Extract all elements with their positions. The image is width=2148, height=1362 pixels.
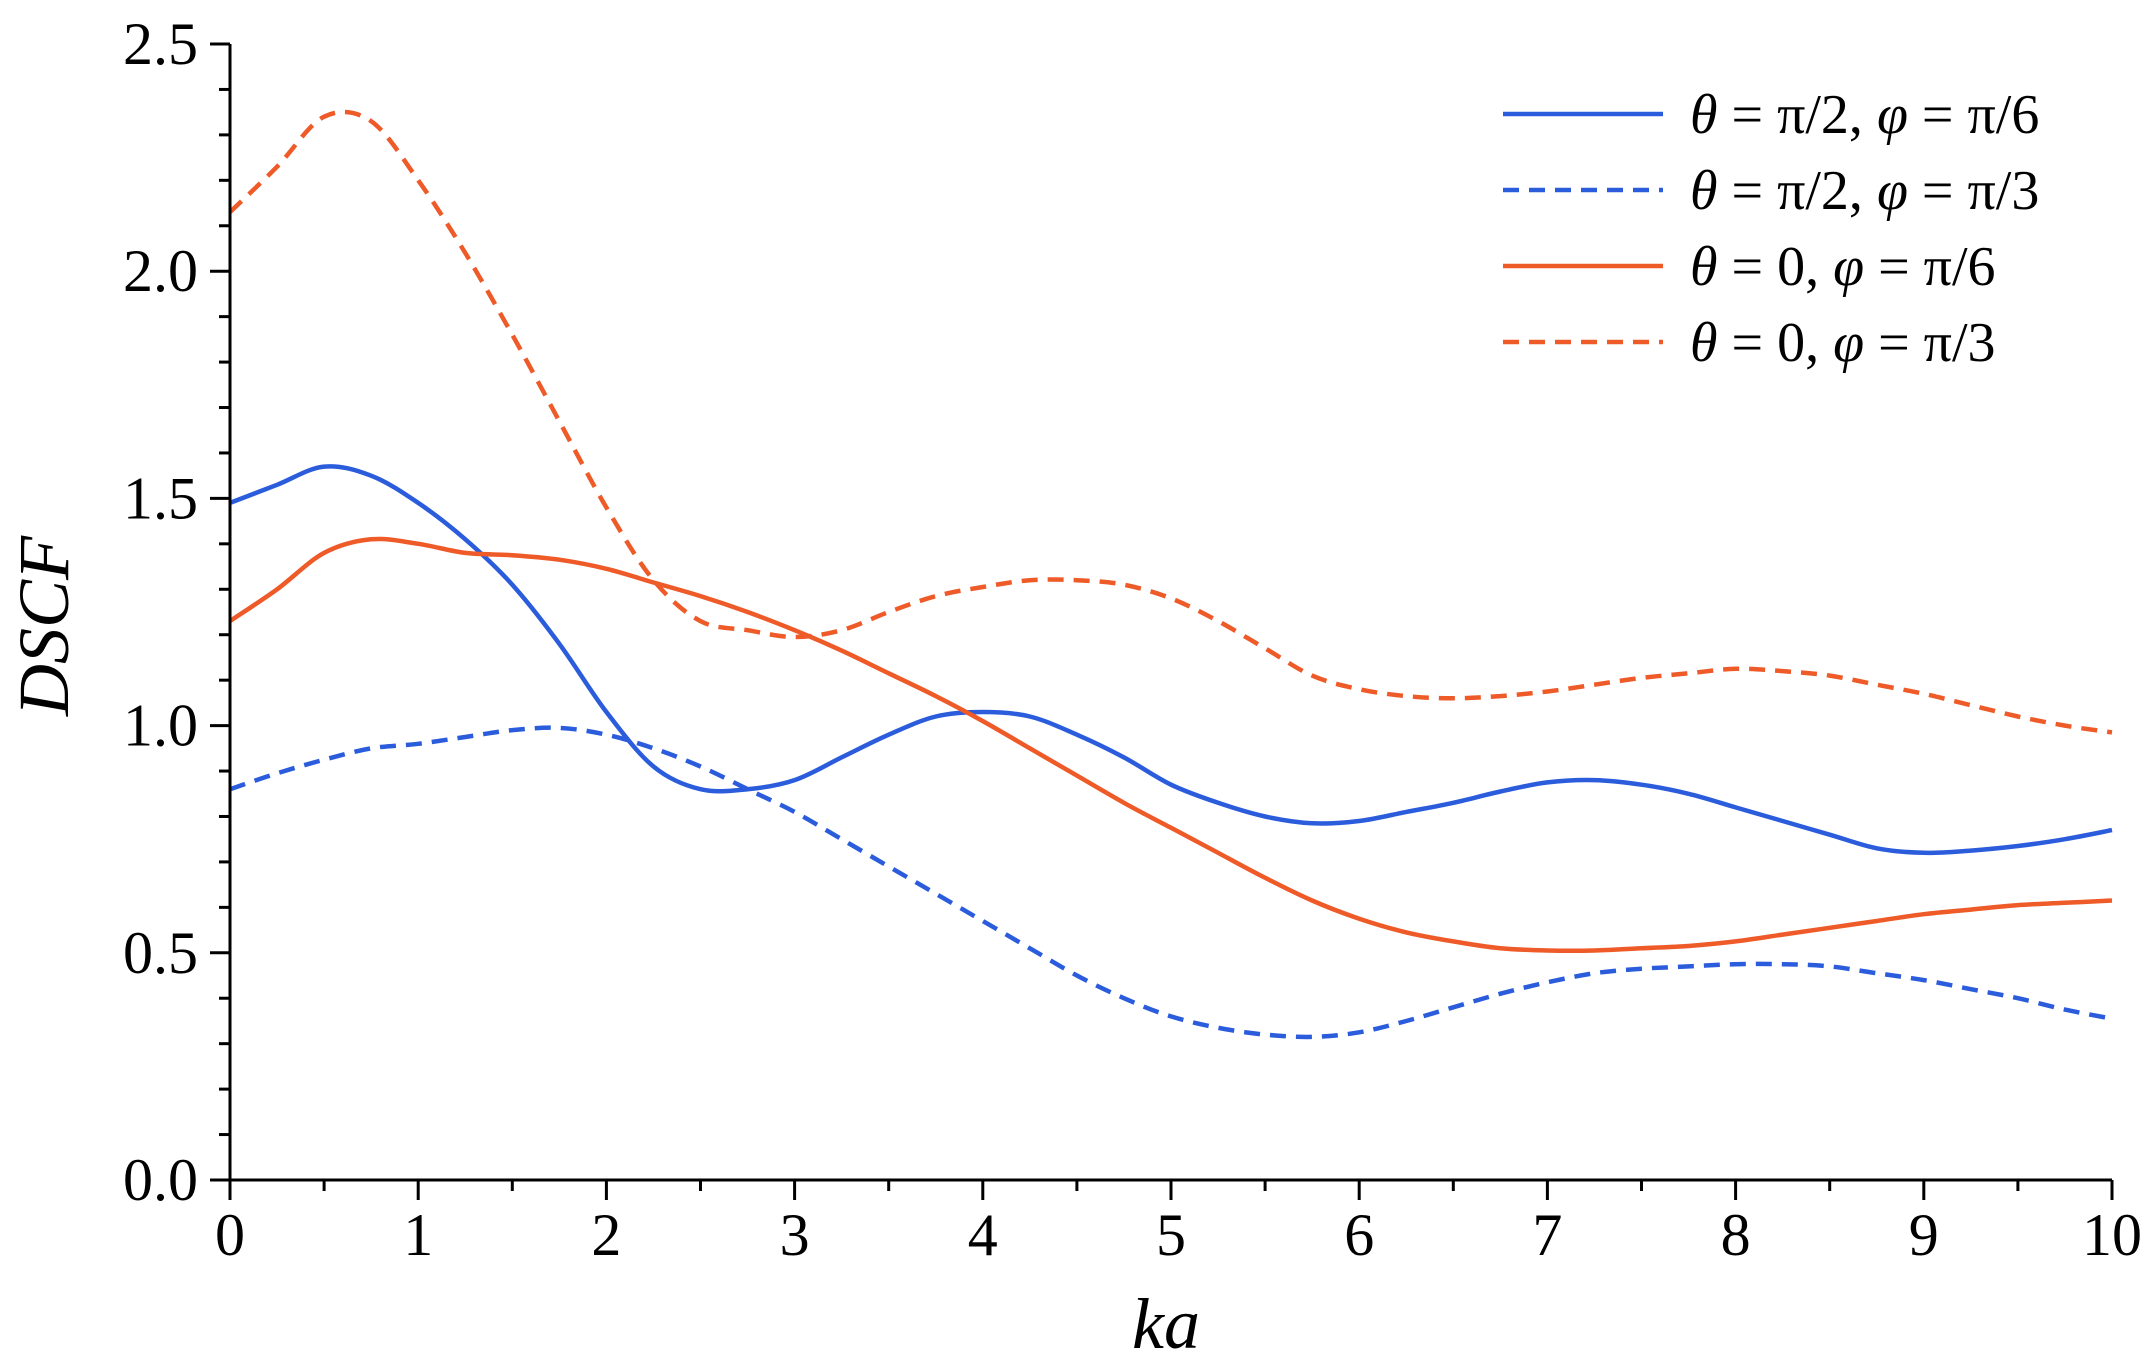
- x-axis-title: ka: [1132, 1284, 1200, 1362]
- legend-label-1: θ = π/2, φ = π/6: [1690, 84, 2039, 146]
- y-axis-title: DSCF: [4, 535, 84, 717]
- x-tick-label: 6: [1344, 1202, 1374, 1268]
- x-tick-label: 9: [1909, 1202, 1939, 1268]
- y-tick-label: 2.5: [123, 11, 198, 77]
- y-tick-label: 2.0: [123, 238, 198, 304]
- x-tick-label: 0: [215, 1202, 245, 1268]
- series-layer: [228, 109, 2113, 1040]
- y-tick-label: 1.5: [123, 465, 198, 531]
- series-line-1: [229, 464, 2113, 856]
- ticks-layer: 0 1 2 3 4 5 6 7 8 9 10 0.0 0.5 1.0 1.5 2.0 2.5: [123, 11, 2142, 1268]
- y-tick-label: 0.5: [123, 920, 198, 986]
- x-tick-label: 5: [1156, 1202, 1186, 1268]
- series-line-2: [229, 725, 2113, 1040]
- x-tick-label: 8: [1721, 1202, 1751, 1268]
- x-tick-label: 4: [968, 1202, 998, 1268]
- x-tick-label: 7: [1532, 1202, 1562, 1268]
- series-line-3: [228, 536, 2113, 954]
- legend-label-3: θ = 0, φ = π/6: [1690, 236, 1996, 298]
- legend-label-2: θ = π/2, φ = π/3: [1690, 160, 2039, 222]
- x-tick-label: 2: [591, 1202, 621, 1268]
- y-tick-label: 0.0: [123, 1147, 198, 1213]
- legend: θ = π/2, φ = π/6 θ = π/2, φ = π/3 θ = 0, φ…: [1503, 84, 2039, 374]
- x-tick-label: 10: [2082, 1202, 2142, 1268]
- x-tick-label: 3: [780, 1202, 810, 1268]
- x-tick-label: 1: [403, 1202, 433, 1268]
- series-line-4: [228, 109, 2113, 735]
- legend-label-4: θ = 0, φ = π/3: [1690, 312, 1996, 374]
- y-tick-label: 1.0: [123, 693, 198, 759]
